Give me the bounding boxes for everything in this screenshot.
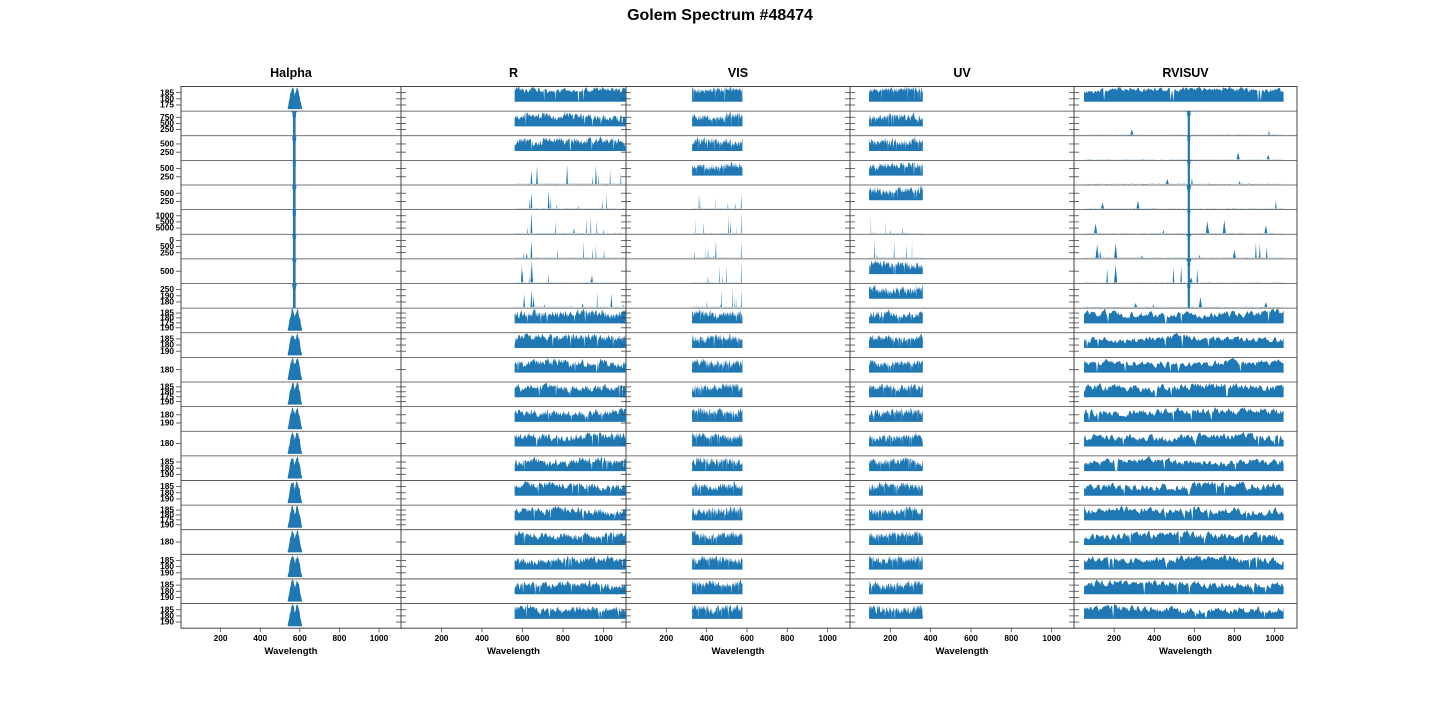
svg-text:5000: 5000 <box>156 223 175 233</box>
svg-text:250: 250 <box>160 247 174 257</box>
svg-text:800: 800 <box>332 633 346 643</box>
svg-text:600: 600 <box>516 633 530 643</box>
svg-text:190: 190 <box>160 469 174 479</box>
svg-text:800: 800 <box>556 633 570 643</box>
svg-text:Wavelength: Wavelength <box>712 646 765 657</box>
svg-text:250: 250 <box>160 196 174 206</box>
svg-text:200: 200 <box>214 633 228 643</box>
svg-text:200: 200 <box>435 633 449 643</box>
svg-text:Wavelength: Wavelength <box>1159 646 1212 657</box>
svg-text:190: 190 <box>160 396 174 406</box>
svg-text:Wavelength: Wavelength <box>936 646 989 657</box>
svg-text:200: 200 <box>659 633 673 643</box>
svg-text:RVISUV: RVISUV <box>1162 66 1209 80</box>
svg-text:250: 250 <box>160 124 174 134</box>
svg-text:500: 500 <box>160 266 174 276</box>
svg-text:190: 190 <box>160 567 174 577</box>
svg-text:600: 600 <box>964 633 978 643</box>
svg-text:250: 250 <box>160 171 174 181</box>
svg-text:180: 180 <box>160 537 174 547</box>
svg-text:400: 400 <box>253 633 267 643</box>
svg-text:250: 250 <box>160 147 174 157</box>
svg-text:175: 175 <box>160 100 174 110</box>
svg-text:190: 190 <box>160 494 174 504</box>
svg-text:UV: UV <box>953 66 971 80</box>
svg-text:190: 190 <box>160 346 174 356</box>
svg-text:800: 800 <box>1228 633 1242 643</box>
svg-text:180: 180 <box>160 364 174 374</box>
svg-text:180: 180 <box>160 297 174 307</box>
svg-text:400: 400 <box>924 633 938 643</box>
svg-text:Golem Spectrum #48474: Golem Spectrum #48474 <box>627 7 813 24</box>
svg-text:200: 200 <box>1107 633 1121 643</box>
svg-text:400: 400 <box>700 633 714 643</box>
svg-text:1000: 1000 <box>1265 633 1284 643</box>
svg-text:1000: 1000 <box>818 633 837 643</box>
svg-text:200: 200 <box>883 633 897 643</box>
svg-text:190: 190 <box>160 519 174 529</box>
svg-text:600: 600 <box>740 633 754 643</box>
svg-text:800: 800 <box>780 633 794 643</box>
svg-text:190: 190 <box>160 592 174 602</box>
svg-text:400: 400 <box>1147 633 1161 643</box>
svg-text:1000: 1000 <box>1042 633 1061 643</box>
svg-text:1000: 1000 <box>370 633 389 643</box>
svg-text:Wavelength: Wavelength <box>487 646 540 657</box>
svg-text:190: 190 <box>160 617 174 627</box>
svg-text:180: 180 <box>160 438 174 448</box>
svg-text:VIS: VIS <box>728 66 748 80</box>
svg-text:400: 400 <box>475 633 489 643</box>
svg-text:800: 800 <box>1004 633 1018 643</box>
svg-text:1000: 1000 <box>594 633 613 643</box>
svg-text:600: 600 <box>1187 633 1201 643</box>
svg-text:Halpha: Halpha <box>270 66 313 80</box>
svg-text:R: R <box>509 66 518 80</box>
svg-text:600: 600 <box>293 633 307 643</box>
svg-text:190: 190 <box>160 322 174 332</box>
svg-text:190: 190 <box>160 418 174 428</box>
svg-text:Wavelength: Wavelength <box>265 646 318 657</box>
